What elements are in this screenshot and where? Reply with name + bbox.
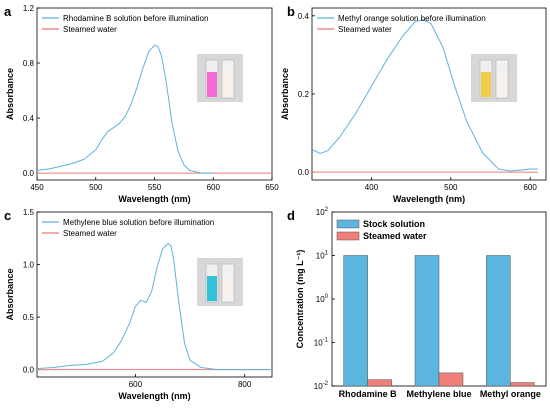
y-tick-exponent: 2: [325, 207, 329, 213]
y-tick-label: 102: [316, 207, 329, 217]
y-tick-label: 0.4: [298, 12, 310, 21]
series-line-0: [36, 243, 272, 371]
x-tick-label: 650: [265, 183, 279, 192]
y-tick-label: 0.8: [23, 59, 35, 68]
y-tick-label: 0.2: [298, 90, 310, 99]
y-tick-label: 1.2: [23, 4, 35, 13]
cuvette-photo: [197, 258, 243, 306]
bar-stock: [486, 255, 511, 387]
y-axis-title: Concentration (mg L⁻¹): [295, 250, 305, 349]
cuvette-photo: [197, 54, 243, 102]
legend-label-0: Methyl orange solution before illuminati…: [338, 14, 486, 23]
photo-background: [471, 54, 517, 102]
cuvette-photo: [471, 54, 517, 102]
legend-swatch-0: [336, 219, 360, 229]
bar-stock: [343, 255, 368, 387]
legend-label-1: Steamed water: [363, 231, 427, 241]
panel-b: b 400 500 600 0.0 0.2 0.4 Wavelength (nm) Absorb…: [280, 4, 547, 204]
panel-c: c 600 800 0.0 0.5 1.0 1.5 Wavelength (nm) Absorb…: [4, 208, 273, 401]
bar-stock: [414, 255, 440, 387]
x-tick-label: 500: [444, 183, 458, 192]
legend-label-0: Rhodamine B solution before illumination: [63, 14, 208, 23]
legend-label-1: Steamed water: [63, 25, 117, 34]
x-tick-label: 800: [238, 380, 252, 389]
y-tick-exponent: -1: [323, 338, 329, 344]
y-tick-label: 1.5: [23, 208, 35, 217]
category-label: Methylene blue: [406, 389, 471, 399]
legend-label-1: Steamed water: [63, 229, 117, 238]
panel-letter: b: [287, 4, 295, 19]
dye-solution: [481, 72, 491, 97]
y-axis-title: Absorbance: [5, 68, 15, 120]
x-axis-title: Wavelength (nm): [118, 194, 190, 204]
y-tick-label: 101: [316, 251, 329, 261]
y-tick-base: 10: [314, 382, 323, 391]
dye-solution: [207, 72, 217, 97]
bar-steamed: [367, 379, 392, 387]
y-tick-exponent: 0: [325, 294, 329, 300]
y-axis-title: Absorbance: [280, 68, 290, 120]
y-axis-title: Absorbance: [5, 268, 15, 320]
x-tick-label: 400: [365, 183, 379, 192]
panel-letter: a: [4, 4, 12, 19]
y-tick-label: 10-1: [314, 338, 329, 348]
x-tick-label: 500: [89, 183, 103, 192]
x-tick-label: 600: [129, 380, 143, 389]
y-tick-exponent: 1: [325, 251, 329, 257]
x-tick-label: 450: [30, 183, 44, 192]
y-tick-label: 1.0: [23, 261, 35, 270]
category-label: Methyl orange: [480, 389, 541, 399]
y-tick-label: 0.5: [23, 313, 35, 322]
y-tick-label: 100: [316, 294, 329, 304]
y-tick-base: 10: [316, 208, 325, 217]
legend-label-1: Steamed water: [338, 25, 392, 34]
series-line-0: [311, 19, 539, 172]
bar-steamed: [438, 372, 464, 387]
y-tick-base: 10: [314, 339, 323, 348]
x-axis-title: Wavelength (nm): [118, 391, 190, 401]
y-tick-label: 0.4: [23, 114, 35, 123]
panel-a: a 450 500 550 600 650 0.0 0.4 0.8 1.2 Wavelength (…: [4, 4, 279, 204]
legend-label-0: Stock solution: [363, 219, 425, 229]
x-tick-label: 550: [148, 183, 162, 192]
x-tick-label: 600: [207, 183, 221, 192]
water-sample: [497, 72, 507, 97]
legend-label-0: Methylene blue solution before illuminat…: [63, 218, 214, 227]
photo-background: [197, 54, 243, 102]
y-tick-base: 10: [316, 295, 325, 304]
y-tick-label: 0.0: [23, 169, 35, 178]
series-line-0: [36, 44, 214, 174]
category-label: Rhodamine B: [339, 389, 398, 399]
y-tick-label: 0.0: [23, 366, 35, 375]
bar-steamed: [510, 382, 535, 387]
y-tick-base: 10: [316, 252, 325, 261]
y-tick-label: 10-2: [314, 381, 329, 391]
panel-letter: c: [4, 208, 11, 223]
plot-frame: [36, 211, 273, 378]
photo-background: [197, 258, 243, 306]
y-tick-exponent: -2: [323, 381, 329, 387]
water-sample: [223, 72, 233, 97]
x-tick-label: 600: [523, 183, 537, 192]
legend-swatch-1: [336, 231, 360, 241]
water-sample: [223, 276, 233, 301]
dye-solution: [207, 276, 217, 301]
x-axis-title: Wavelength (nm): [393, 194, 465, 204]
y-tick-label: 0.0: [298, 168, 310, 177]
panel-letter: d: [287, 208, 295, 223]
